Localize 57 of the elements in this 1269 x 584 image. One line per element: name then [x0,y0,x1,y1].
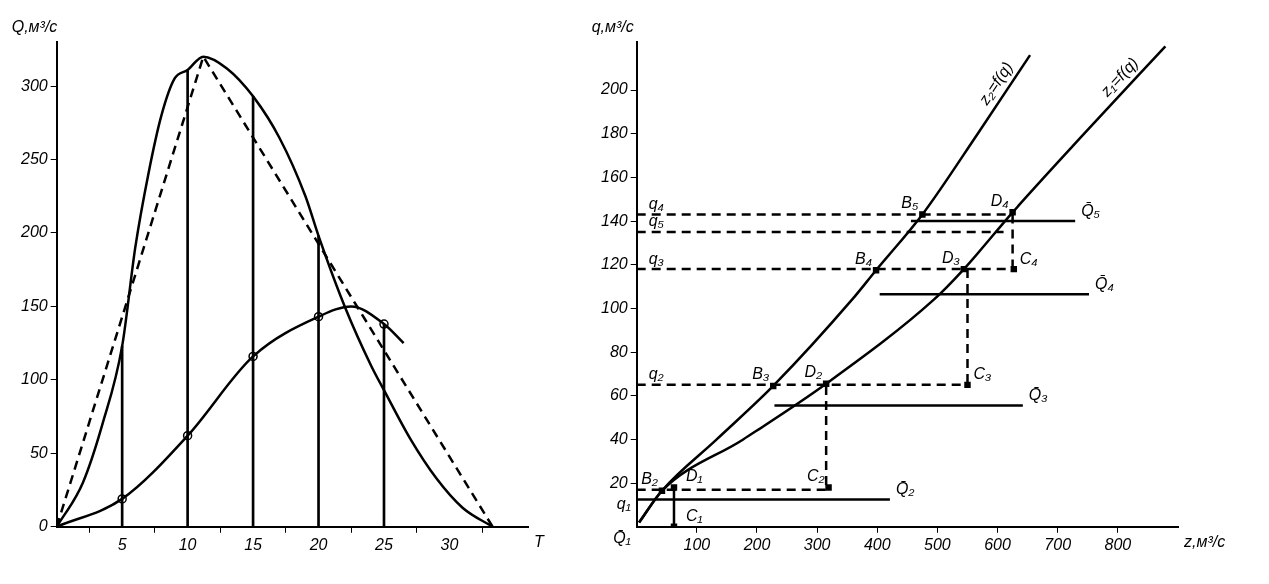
y-tick-label: 120 [600,255,628,273]
y-tick-label: 0 [38,517,48,535]
y-axis-title: Q,м³/с [11,18,58,36]
x-axis-title: z,м³/с [1183,533,1226,551]
annotation: B₄ [854,249,873,267]
x-tick-label: 30 [440,535,459,553]
x-tick-label: 800 [1104,535,1132,553]
x-tick-label: 10 [178,535,197,553]
x-tick-label: 400 [863,535,891,553]
annotation: q₃ [648,249,664,267]
x-tick-label: 20 [308,535,328,553]
annotation: q₄ [648,194,665,212]
y-tick-label: 80 [609,342,628,360]
annotation: q₂ [648,365,664,383]
y-tick-label: 20 [608,473,628,491]
text: Q̄₁ [613,529,631,547]
annotation: D₂ [804,363,823,381]
annotation: q₅ [648,212,665,230]
y-axis-title: q,м³/с [591,18,634,36]
annotation: Q̄₂ [895,479,915,497]
y-tick-label: 140 [600,211,628,229]
y-tick-label: 300 [20,76,48,94]
x-axis-title: T [534,533,545,551]
y-tick-label: 180 [600,124,628,142]
annotation: B₅ [901,193,919,211]
annotation: C₁ [685,507,703,525]
x-tick-label: 15 [244,535,263,553]
annotation: C₃ [973,365,992,383]
x-tick-label: 300 [803,535,831,553]
x-tick-label: 700 [1044,535,1072,553]
y-tick-label: 200 [599,80,628,98]
x-tick-label: 5 [117,535,127,553]
y-tick-label: 100 [20,370,48,388]
annotation: B₂ [641,470,658,488]
x-tick-label: 200 [742,535,771,553]
y-tick-label: 150 [20,296,48,314]
annotation: C₄ [1019,249,1038,267]
annotation: C₂ [806,466,825,484]
x-tick-label: 100 [683,535,711,553]
x-tick-label: 600 [984,535,1012,553]
y-tick-label: 100 [600,298,628,316]
y-tick-label: 40 [609,429,628,447]
annotation: D₃ [941,248,960,266]
y-tick-label: 60 [609,386,628,404]
text: q₁ [616,495,631,513]
annotation: B₃ [752,365,770,383]
annotation: Q̄₅ [1081,201,1101,219]
x-tick-label: 25 [374,535,393,553]
x-tick-label: 500 [924,535,951,553]
annotation: Q̄₄ [1094,274,1114,292]
annotation: D₄ [990,191,1009,209]
y-tick-label: 250 [19,149,48,167]
y-tick-label: 200 [19,223,48,241]
y-tick-label: 160 [600,167,628,185]
annotation: Q̄₃ [1028,386,1048,404]
annotation: D₁ [685,466,703,484]
y-tick-label: 50 [29,443,48,461]
